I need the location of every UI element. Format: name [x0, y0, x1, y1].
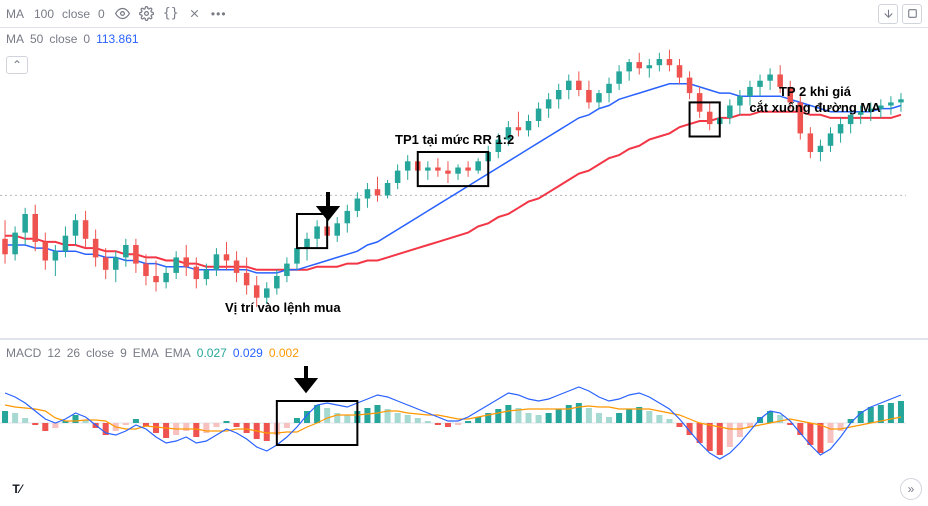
macd-legend: MACD 12 26 close 9 EMA EMA 0.027 0.029 0…: [6, 346, 299, 360]
more-icon[interactable]: •••: [209, 4, 229, 24]
ma50-source: close: [49, 32, 77, 46]
macd-v3: 0.002: [269, 346, 299, 360]
ma50-offset: 0: [83, 32, 90, 46]
ma50-label: MA: [6, 32, 24, 46]
macd-ma1: EMA: [133, 346, 159, 360]
snapshot-icon[interactable]: [902, 4, 922, 24]
gear-icon[interactable]: [137, 4, 157, 24]
macd-label: MACD: [6, 346, 41, 360]
scroll-right-button[interactable]: »: [900, 478, 922, 500]
ma100-label: MA: [6, 7, 24, 21]
close-icon[interactable]: [185, 4, 205, 24]
macd-source: close: [86, 346, 114, 360]
macd-chart: [0, 340, 906, 484]
indicator-toolbar: MA 100 close 0 {} •••: [0, 0, 928, 28]
ma50-period: 50: [30, 32, 43, 46]
macd-ma2: EMA: [165, 346, 191, 360]
ma50-value: 113.861: [96, 32, 139, 46]
ma50-legend: MA 50 close 0 113.861: [6, 32, 139, 46]
code-icon[interactable]: {}: [161, 4, 181, 24]
macd-signal: 9: [120, 346, 127, 360]
tradingview-logo[interactable]: T⁄: [6, 478, 28, 500]
ma100-period: 100: [34, 7, 54, 21]
collapse-button[interactable]: ⌃: [6, 56, 28, 74]
price-chart: [0, 28, 906, 338]
macd-p1: 12: [47, 346, 60, 360]
eye-icon[interactable]: [113, 4, 133, 24]
macd-v2: 0.029: [233, 346, 263, 360]
macd-p2: 26: [67, 346, 80, 360]
download-icon[interactable]: [878, 4, 898, 24]
macd-v1: 0.027: [197, 346, 227, 360]
ma100-offset: 0: [98, 7, 105, 21]
ma100-source: close: [62, 7, 90, 21]
